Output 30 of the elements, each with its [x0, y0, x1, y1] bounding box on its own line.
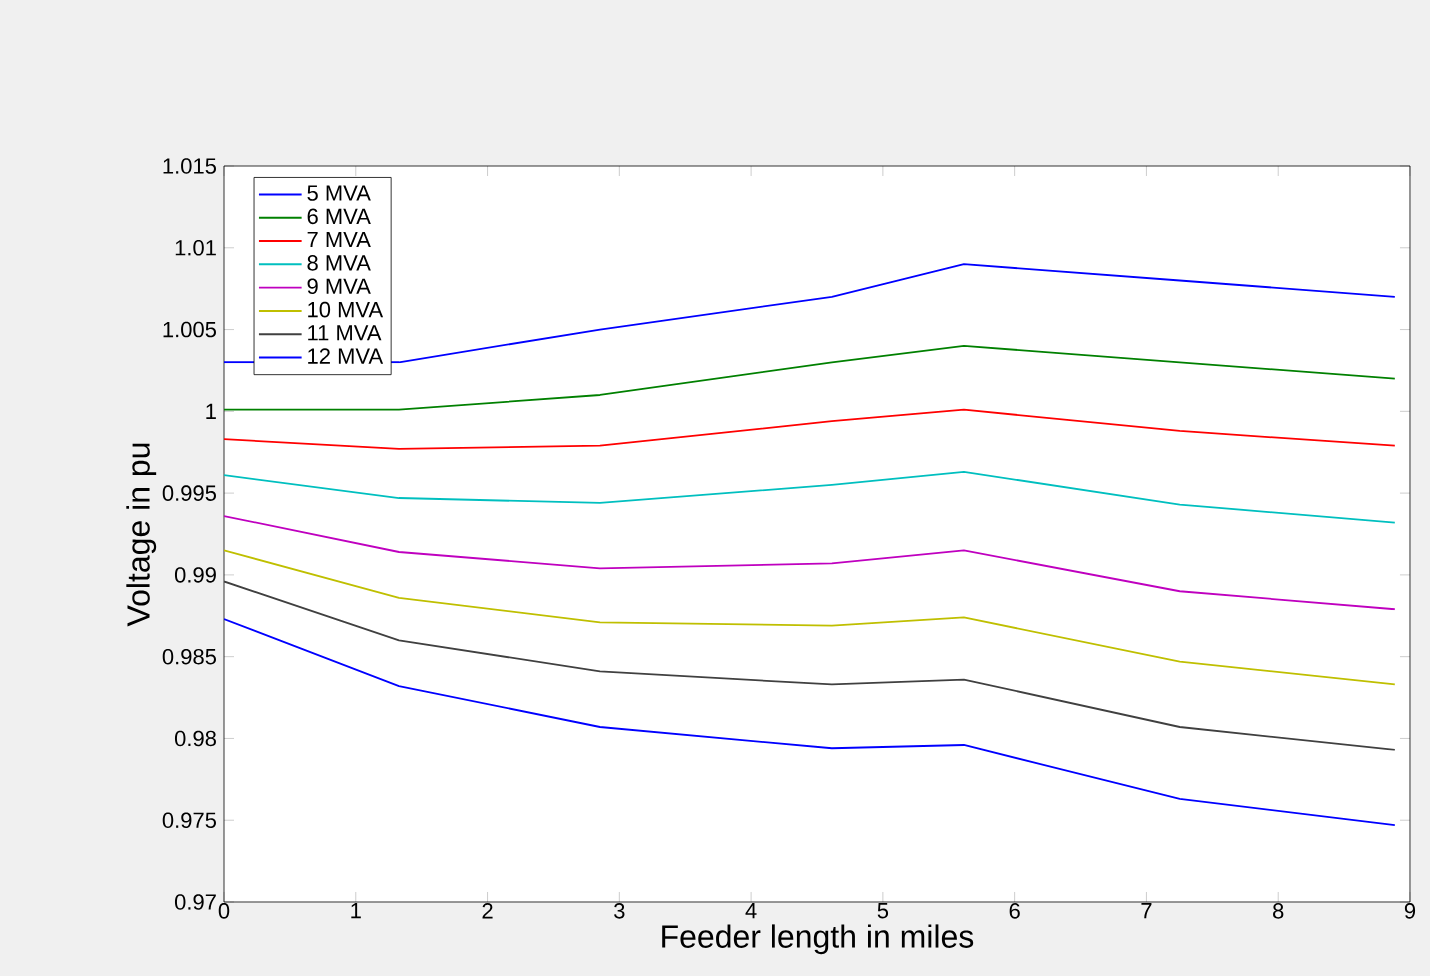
x-tick-label: 9: [1404, 903, 1416, 919]
legend-label: 11 MVA: [308, 325, 382, 341]
x-axis-title: Feeder length in miles: [662, 924, 974, 955]
y-tick-label: 0.99: [174, 567, 216, 583]
y-tick-label: 1.015: [163, 158, 216, 174]
legend-label: 5 MVA: [307, 185, 371, 201]
y-tick-label: 1.005: [163, 321, 216, 338]
legend-label: 10 MVA: [308, 301, 384, 318]
legend-label: 12 MVA: [308, 348, 384, 364]
y-tick-label: 0.98: [174, 730, 216, 747]
y-tick-label: 0.97: [174, 894, 216, 910]
y-tick-label: 0.995: [162, 485, 216, 501]
x-tick-label: 2: [482, 903, 493, 919]
y-tick-label: 1: [206, 403, 216, 419]
x-tick-label: 0: [218, 903, 230, 919]
y-tick-label: 0.975: [162, 812, 216, 829]
y-tick-label: 1.01: [175, 240, 216, 256]
legend-label: 7 MVA: [307, 231, 371, 248]
x-tick-label: 1: [351, 903, 361, 919]
y-axis-title: Voltage in pu: [126, 443, 157, 627]
x-tick-label: 4: [745, 903, 757, 919]
x-tick-label: 3: [614, 903, 625, 919]
x-tick-label: 8: [1273, 903, 1284, 919]
legend-label: 8 MVA: [307, 255, 371, 271]
y-tick-label: 0.985: [162, 648, 216, 665]
x-tick-label: 6: [1009, 903, 1020, 919]
legend-label: 9 MVA: [307, 278, 371, 295]
x-tick-label: 7: [1141, 903, 1152, 919]
legend-label: 6 MVA: [307, 208, 371, 225]
x-tick-label: 5: [877, 903, 889, 919]
